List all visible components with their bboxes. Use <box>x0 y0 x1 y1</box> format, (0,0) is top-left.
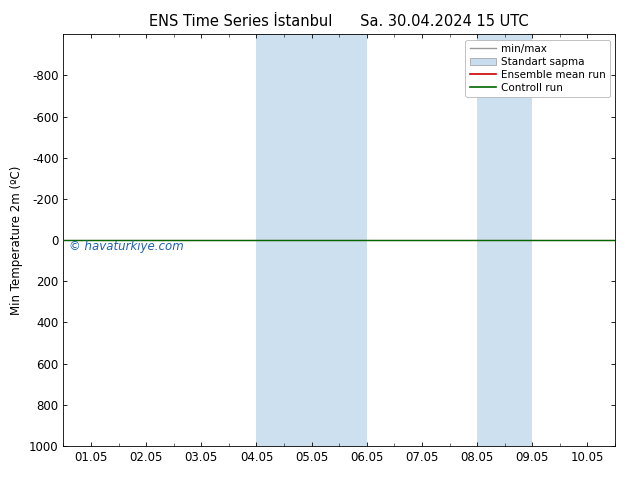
Bar <box>256 34 312 446</box>
Bar <box>477 34 533 446</box>
Y-axis label: Min Temperature 2m (ºC): Min Temperature 2m (ºC) <box>10 166 23 315</box>
Legend: min/max, Standart sapma, Ensemble mean run, Controll run: min/max, Standart sapma, Ensemble mean r… <box>465 40 610 97</box>
Title: ENS Time Series İstanbul      Sa. 30.04.2024 15 UTC: ENS Time Series İstanbul Sa. 30.04.2024 … <box>150 14 529 29</box>
Text: © havaturkiye.com: © havaturkiye.com <box>69 240 184 253</box>
Bar <box>312 34 367 446</box>
